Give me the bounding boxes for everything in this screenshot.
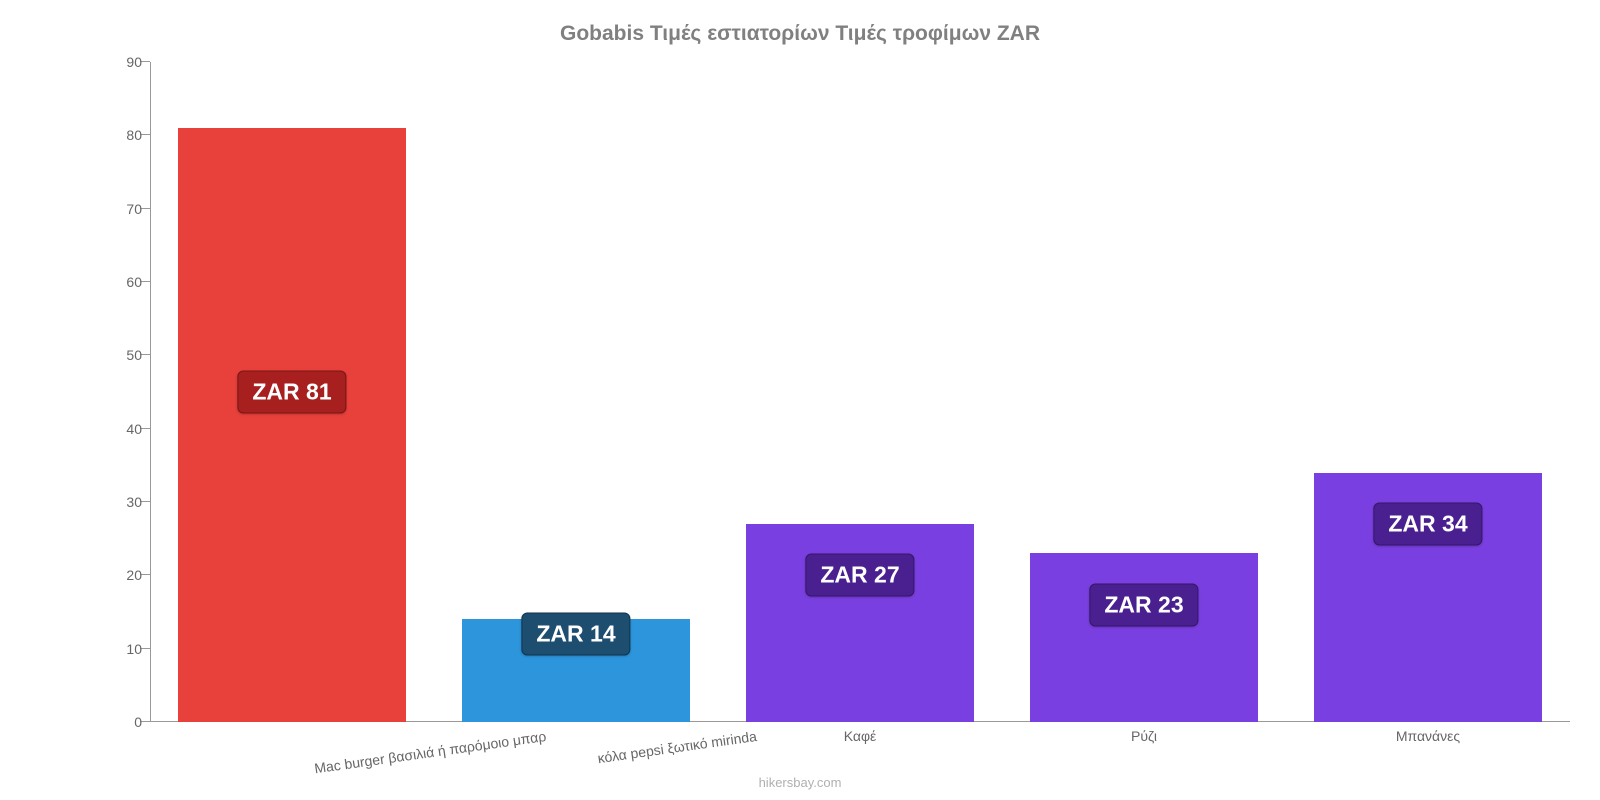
y-tick-label: 90 (102, 54, 142, 70)
value-badge: ZAR 34 (1373, 503, 1482, 546)
plot-area: 0102030405060708090ZAR 81Mac burger βασι… (150, 62, 1570, 722)
y-tick-label: 50 (102, 347, 142, 363)
x-category-label: κόλα pepsi ξωτικό mirinda (596, 728, 757, 766)
value-badge: ZAR 27 (805, 554, 914, 597)
y-tick-label: 80 (102, 127, 142, 143)
y-tick-label: 60 (102, 274, 142, 290)
bar[interactable] (178, 128, 405, 722)
x-category-label: Mac burger βασιλιά ή παρόμοιο μπαρ (313, 728, 547, 776)
y-tick-label: 0 (102, 714, 142, 730)
value-badge: ZAR 14 (521, 613, 630, 656)
y-tick-label: 30 (102, 494, 142, 510)
chart-container: Gobabis Τιμές εστιατορίων Τιμές τροφίμων… (0, 0, 1600, 800)
chart-title: Gobabis Τιμές εστιατορίων Τιμές τροφίμων… (0, 22, 1600, 46)
y-tick-label: 70 (102, 201, 142, 217)
y-axis-line (150, 62, 151, 722)
y-tick-label: 10 (102, 641, 142, 657)
y-tick-label: 20 (102, 567, 142, 583)
value-badge: ZAR 81 (237, 371, 346, 414)
attribution-text: hikersbay.com (0, 775, 1600, 790)
bar[interactable] (1030, 553, 1257, 722)
value-badge: ZAR 23 (1089, 583, 1198, 626)
x-category-label: Ρύζι (1131, 728, 1157, 744)
x-category-label: Καφέ (844, 728, 877, 744)
y-tick-label: 40 (102, 421, 142, 437)
x-category-label: Μπανάνες (1396, 728, 1460, 744)
